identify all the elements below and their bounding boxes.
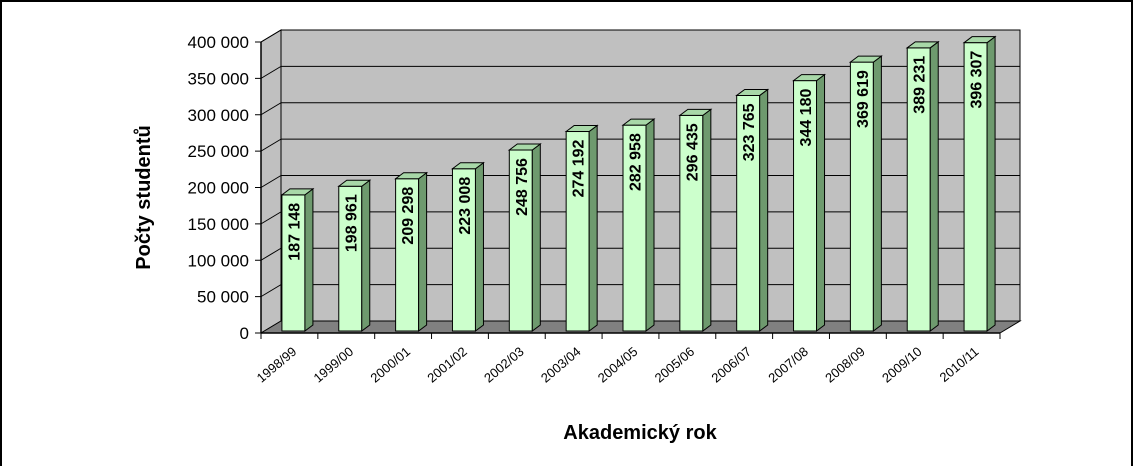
bar-top: [905, 41, 940, 49]
data-label: 187 148: [286, 203, 303, 261]
gridline-side: [260, 247, 282, 261]
bar-side: [361, 179, 371, 332]
x-tick-labels: 1998/99 1999/00 2000/01 2001/02 2002/03 2003/…: [254, 344, 982, 386]
bar-top: [450, 162, 485, 170]
bar-side: [645, 118, 655, 332]
x-tick-label: 1998/99: [254, 344, 300, 386]
x-tick-label: 2005/06: [652, 344, 698, 386]
x-tick-label: 2009/10: [879, 344, 925, 386]
gridline-side: [260, 284, 282, 298]
data-label: 296 435: [684, 123, 701, 181]
gridline-side: [260, 138, 282, 152]
data-label: 389 231: [912, 56, 929, 114]
data-label: 248 756: [514, 158, 531, 216]
data-label: 396 307: [969, 51, 986, 109]
data-label: 274 192: [571, 139, 588, 197]
bar-top: [564, 125, 599, 133]
data-label: 223 008: [457, 177, 474, 235]
y-tick-label: 50 000: [197, 288, 249, 307]
y-tick-labels: 0 50 000 100 000 150 000 200 000 250 000 300 0…: [188, 33, 249, 343]
x-tick-label: 2004/05: [595, 344, 641, 386]
bar-top: [678, 108, 713, 116]
x-tick-label: 1999/00: [311, 344, 357, 386]
bar-top: [394, 172, 429, 180]
bar-side: [872, 55, 882, 332]
gridline-side: [260, 175, 282, 188]
y-tick-label: 350 000: [188, 69, 249, 88]
bar-top: [848, 55, 883, 63]
frame-border-right: [1131, 0, 1133, 466]
data-label: 209 298: [400, 187, 417, 245]
data-label: 344 180: [798, 89, 815, 147]
bar-top: [792, 74, 827, 82]
bar-side: [759, 88, 769, 332]
gridline-side: [260, 102, 282, 116]
y-tick-label: 250 000: [188, 142, 249, 161]
bar-top: [337, 179, 372, 187]
y-tick-label: 400 000: [188, 33, 249, 52]
bar-top: [507, 143, 542, 151]
y-tick-label: 200 000: [188, 179, 249, 198]
y-tick-label: 100 000: [188, 251, 249, 270]
bar-side: [588, 124, 598, 332]
x-axis-title: Akademický rok: [563, 422, 717, 444]
x-tick-label: 2002/03: [481, 344, 527, 386]
data-label: 282 958: [628, 133, 645, 191]
bar-side: [531, 143, 541, 332]
x-tick-label: 2010/11: [937, 344, 982, 385]
frame-border-left: [0, 0, 2, 466]
bar-side: [929, 40, 939, 332]
x-tick-label: 2003/04: [538, 344, 584, 386]
gridline-side: [260, 211, 282, 225]
data-label: 198 961: [343, 194, 360, 252]
bar-top: [280, 188, 315, 196]
y-tick-label: 300 000: [188, 106, 249, 125]
y-tick-label: 0: [240, 324, 249, 343]
x-tick-label: 2007/08: [765, 344, 811, 386]
y-axis-title: Počty studentů: [133, 125, 155, 269]
axes: [255, 41, 1001, 339]
data-labels: 187 148 198 961 209 298 223 008 248 756 274 1…: [286, 51, 985, 261]
data-label: 369 619: [855, 70, 872, 128]
bar-top: [962, 36, 997, 44]
bar-top: [621, 118, 656, 126]
gridline-side: [260, 29, 282, 43]
bar-side: [702, 108, 712, 332]
bar-side: [418, 171, 428, 332]
x-tick-label: 2001/02: [424, 344, 470, 386]
bar-side: [474, 161, 484, 332]
bar-side: [304, 187, 314, 332]
x-tick-label: 2006/07: [708, 344, 754, 386]
data-label: 323 765: [741, 103, 758, 161]
frame-border-top: [0, 0, 1133, 2]
x-tick-label: 2000/01: [367, 344, 413, 386]
bar-side: [986, 35, 996, 332]
y-tick-label: 150 000: [188, 215, 249, 234]
bar-side: [816, 73, 826, 332]
bars: [280, 35, 997, 332]
gridline-side: [260, 65, 282, 79]
bar-top: [735, 88, 770, 96]
x-tick-label: 2008/09: [822, 344, 868, 386]
